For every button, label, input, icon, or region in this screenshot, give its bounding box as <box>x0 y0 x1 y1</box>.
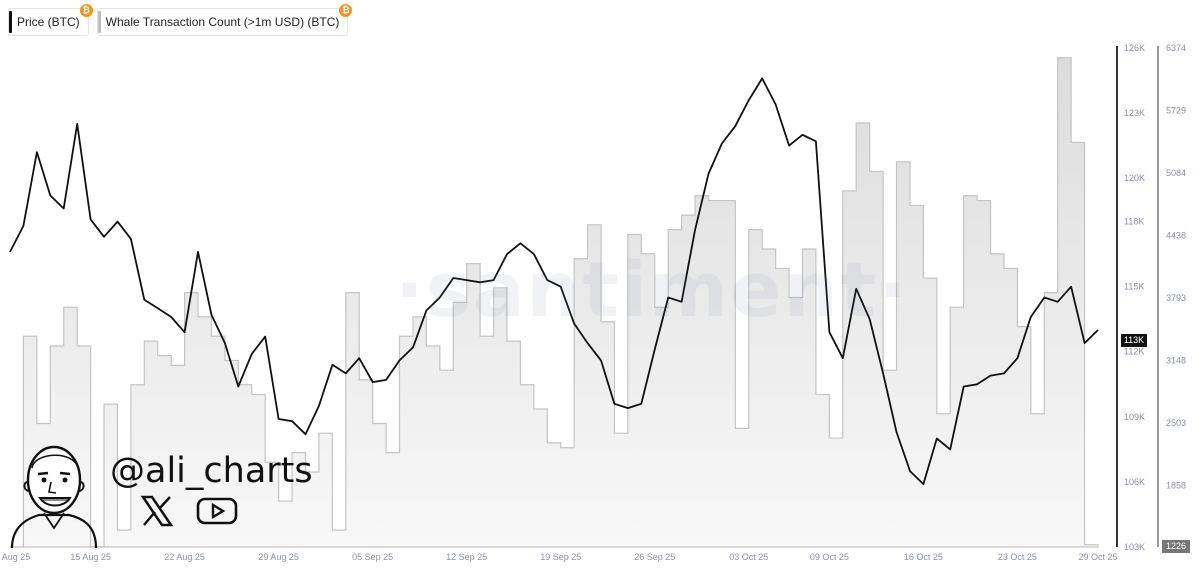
current-price-tag: 113K <box>1121 334 1147 347</box>
count-tick-label: 3148 <box>1166 356 1186 366</box>
price-tick-label: 126K <box>1124 43 1145 53</box>
avatar <box>4 430 104 555</box>
x-axis-ticks: 09 Aug 25 15 Aug 25 22 Aug 25 29 Aug 25 05 S… <box>0 552 1118 562</box>
count-tick-label: 4438 <box>1166 231 1186 241</box>
price-tick-label: 118K <box>1124 217 1144 227</box>
price-tick-label: 120K <box>1124 173 1145 183</box>
whale-series <box>10 57 1099 548</box>
price-tick-label: 112K <box>1124 347 1144 357</box>
legend-whale-label: Whale Transaction Count (>1m USD) (BTC) <box>105 15 340 29</box>
price-axis-ticks: 103K 106K 109K 112K 115K 118K 120K 123K 126K <box>1124 43 1145 552</box>
x-tick-label: 15 Aug 25 <box>70 552 111 562</box>
x-tick-label: 29 Aug 25 <box>258 552 299 562</box>
legend-whale[interactable]: Whale Transaction Count (>1m USD) (BTC) … <box>96 4 353 36</box>
social-links <box>140 495 238 527</box>
x-tick-label: 29 Oct 25 <box>1078 552 1117 562</box>
count-tick-label: 6374 <box>1166 43 1186 53</box>
price-tick-label: 103K <box>1124 542 1145 552</box>
x-tick-label: 16 Oct 25 <box>904 552 943 562</box>
whale-area <box>10 57 1099 548</box>
current-count-tag: 1226 <box>1162 540 1190 553</box>
x-tick-label: 12 Sep 25 <box>446 552 487 562</box>
count-tick-label: 2503 <box>1166 418 1186 428</box>
legend-price[interactable]: Price (BTC) ₿ <box>8 4 93 36</box>
count-tick-label: 1858 <box>1166 481 1186 491</box>
x-tick-label: 03 Oct 25 <box>729 552 768 562</box>
bitcoin-icon: ₿ <box>79 4 93 17</box>
count-tick-label: 5729 <box>1166 106 1186 116</box>
x-tick-label: 23 Oct 25 <box>998 552 1037 562</box>
x-tick-label: 09 Aug 25 <box>0 552 30 562</box>
x-tick-label: 05 Sep 25 <box>352 552 393 562</box>
author-handle: @ali_charts <box>110 451 313 491</box>
count-tick-label: 5084 <box>1166 168 1186 178</box>
price-tick-label: 106K <box>1124 477 1145 487</box>
count-tick-label: 3793 <box>1166 293 1186 303</box>
price-line <box>9 77 1099 486</box>
x-logo-icon[interactable] <box>140 495 174 527</box>
price-series <box>9 77 1099 486</box>
count-axis-ticks: 122618582503314837934438508457296374 <box>1166 43 1186 552</box>
x-tick-label: 26 Sep 25 <box>634 552 675 562</box>
legend: Price (BTC) ₿ Whale Transaction Count (>… <box>8 4 353 36</box>
x-tick-label: 22 Aug 25 <box>164 552 205 562</box>
x-tick-label: 09 Oct 25 <box>810 552 849 562</box>
youtube-icon[interactable] <box>196 495 238 527</box>
legend-price-swatch <box>9 11 12 33</box>
price-tick-label: 123K <box>1124 108 1145 118</box>
x-tick-label: 19 Sep 25 <box>540 552 581 562</box>
legend-whale-swatch <box>97 11 101 33</box>
legend-price-label: Price (BTC) <box>17 15 80 29</box>
bitcoin-icon: ₿ <box>339 4 353 17</box>
avatar-portrait <box>10 445 98 549</box>
price-tick-label: 109K <box>1124 412 1145 422</box>
price-tick-label: 115K <box>1124 282 1144 292</box>
santiment-watermark: ·santiment· <box>395 245 909 334</box>
